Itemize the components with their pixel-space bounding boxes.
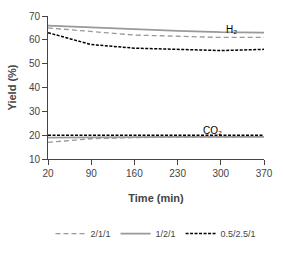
svg-text:50: 50 (29, 58, 41, 69)
svg-text:300: 300 (212, 168, 229, 179)
svg-text:10: 10 (29, 154, 41, 165)
svg-text:Yield (%): Yield (%) (6, 64, 18, 110)
svg-text:0.5/2.5/1: 0.5/2.5/1 (221, 229, 256, 239)
svg-text:CO₂: CO₂ (203, 125, 222, 136)
svg-text:30: 30 (29, 106, 41, 117)
svg-text:60: 60 (29, 34, 41, 45)
svg-text:2/1/1: 2/1/1 (91, 229, 111, 239)
svg-text:1/2/1: 1/2/1 (156, 229, 176, 239)
svg-text:230: 230 (169, 168, 186, 179)
svg-text:Time (min): Time (min) (128, 192, 184, 204)
svg-text:40: 40 (29, 82, 41, 93)
svg-text:20: 20 (42, 168, 54, 179)
svg-text:90: 90 (86, 168, 98, 179)
svg-text:H₂: H₂ (226, 24, 237, 35)
svg-text:20: 20 (29, 130, 41, 141)
svg-text:70: 70 (29, 11, 41, 22)
svg-text:160: 160 (126, 168, 143, 179)
svg-text:370: 370 (256, 168, 273, 179)
